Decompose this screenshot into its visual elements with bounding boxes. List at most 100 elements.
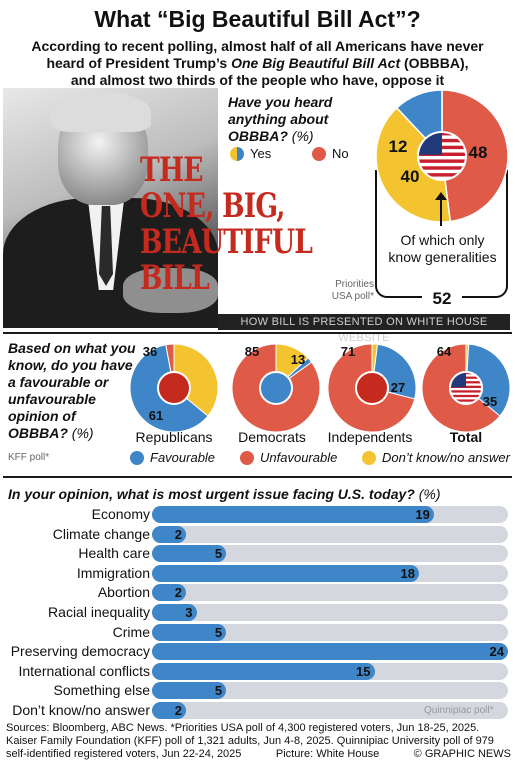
favour-question-text: Based on what you know, do you have a fa… — [8, 340, 136, 441]
sources: Sources: Bloomberg, ABC News. *Prioritie… — [6, 722, 511, 761]
bar-category-label: Something else — [53, 682, 150, 699]
legend-yes: Yes — [230, 146, 271, 161]
party-pie-total: 64 35 — [421, 343, 511, 433]
sources-line-3: self-identified registered voters, Jun 2… — [6, 748, 511, 761]
picture-credit: Picture: White House — [275, 748, 380, 760]
bar — [152, 682, 227, 700]
bill-title-line-2: ONE, BIG, — [140, 186, 286, 226]
bill-title-line-4: BILL — [140, 258, 210, 298]
white-house-banner: HOW BILL IS PRESENTED ON WHITE HOUSE WEB… — [218, 314, 510, 344]
pie-slice-no — [441, 89, 509, 223]
subtitle: According to recent polling, almost half… — [10, 38, 505, 89]
kff-source: KFF poll* — [8, 452, 50, 463]
bar-category-label: International conflicts — [18, 662, 150, 679]
favourable-swatch-icon — [130, 450, 144, 465]
subtitle-line-2c: (OBBBA), — [400, 55, 469, 71]
bar-track — [152, 682, 508, 700]
bar-track — [152, 525, 508, 543]
pie-slice-yes-generalities-label: 40 — [401, 167, 420, 186]
us-flag-icon — [417, 131, 467, 181]
label-unfavourable: 85 — [245, 344, 259, 359]
bar-value-label: 19 — [415, 507, 430, 522]
bar-value-label: 15 — [356, 663, 371, 679]
bar-value-label: 2 — [174, 585, 182, 601]
subtitle-line-2: heard of President Trump’s One Big Beaut… — [10, 55, 505, 72]
bar — [152, 662, 375, 680]
bar-track — [152, 584, 508, 602]
label-dk: 36 — [143, 344, 157, 359]
photo-hair — [51, 92, 151, 132]
bar-row: International conflicts 15 — [0, 662, 515, 681]
bar-row: Racial inequality 3 — [0, 603, 515, 622]
bar-category-label: Don’t know/no answer — [12, 702, 150, 718]
yes-swatch-icon — [230, 146, 244, 161]
slice-dk — [173, 343, 219, 417]
bar-row: Preserving democracy 24 — [0, 642, 515, 661]
party-pie-democrats: 85 13 — [231, 343, 321, 433]
raised-hand-icon — [355, 371, 389, 405]
legend-unfavourable: Unfavourable — [240, 450, 337, 465]
bar-category-label: Climate change — [52, 525, 150, 542]
urgent-question: In your opinion, what is most urgent iss… — [8, 486, 441, 502]
pie-slice-yes-generalities — [375, 106, 452, 223]
party-label-independents: Independents — [327, 429, 413, 445]
subtitle-line-3: and almost two thirds of the people who … — [70, 72, 445, 88]
bar-track — [152, 545, 508, 563]
party-label-democrats: Democrats — [238, 429, 306, 445]
legend-dk-label: Don’t know/no answer — [382, 450, 510, 465]
bar-value-label: 2 — [174, 526, 182, 542]
quinnipiac-source: Quinnipiac poll* — [424, 705, 494, 716]
donkey-icon — [259, 371, 293, 405]
label-favourable: 27 — [391, 380, 405, 395]
bar — [152, 623, 227, 641]
subtitle-bill-name: One Big Beautiful Bill Act — [231, 55, 401, 71]
page-title: What “Big Beautiful Bill Act”? — [94, 6, 421, 32]
legend-favourable: Favourable — [130, 450, 215, 465]
dk-swatch-icon — [362, 450, 376, 465]
bar — [152, 506, 434, 523]
no-swatch-icon — [312, 146, 326, 161]
elephant-icon — [157, 371, 191, 405]
bar-value-label: 2 — [174, 703, 182, 718]
bar-value-label: 24 — [489, 644, 504, 660]
sources-line-3a: self-identified registered voters, Jun 2… — [6, 748, 242, 760]
favour-question: Based on what you know, do you have a fa… — [8, 340, 138, 442]
legend-no-label: No — [332, 146, 349, 161]
bar-row: Climate change 2 — [0, 525, 515, 544]
bar-category-label: Preserving democracy — [10, 643, 150, 660]
bill-title-graphic: THE ONE, BIG, BEAUTIFUL BILL — [140, 152, 335, 296]
heard-question-unit: (%) — [287, 128, 314, 144]
urgent-question-unit: (%) — [414, 486, 441, 502]
label-favourable: 35 — [483, 394, 497, 409]
party-label-republicans: Republicans — [135, 429, 213, 445]
sources-line-2: Kaiser Family Foundation (KFF) poll of 1… — [6, 735, 494, 747]
yes-total: 52 — [422, 289, 462, 309]
bar-row: Abortion 2 — [0, 583, 515, 602]
copyright: © GRAPHIC NEWS — [413, 748, 511, 760]
of-which-note: Of which only know generalities — [388, 232, 497, 265]
bar-category-label: Crime — [112, 623, 150, 640]
bar — [152, 604, 197, 621]
bar-category-label: Health care — [78, 545, 150, 562]
bar — [152, 702, 186, 719]
photo-tie — [99, 206, 113, 286]
bar-value-label: 3 — [185, 605, 193, 620]
bar-category-label: Economy — [91, 506, 150, 522]
subtitle-line-1: According to recent polling, almost half… — [31, 38, 484, 54]
bar-track — [152, 604, 508, 621]
sources-line-1: Sources: Bloomberg, ABC News. *Prioritie… — [6, 722, 480, 734]
favour-question-unit: (%) — [67, 425, 94, 441]
photo-hands — [123, 268, 218, 313]
legend-no: No — [312, 146, 349, 161]
bar-category-label: Racial inequality — [48, 604, 150, 620]
bar-value-label: 5 — [214, 624, 223, 640]
total-flag-icon — [449, 371, 483, 405]
pie-slice-yes-label: 12 — [389, 137, 408, 156]
heard-pie-chart: 48 40 12 — [375, 89, 509, 223]
legend-unfavourable-label: Unfavourable — [260, 450, 338, 465]
bar — [152, 545, 227, 563]
party-pie-independents: 71 27 — [327, 343, 417, 433]
divider-2 — [3, 476, 512, 478]
bar — [152, 584, 186, 602]
legend-yes-label: Yes — [250, 146, 272, 161]
